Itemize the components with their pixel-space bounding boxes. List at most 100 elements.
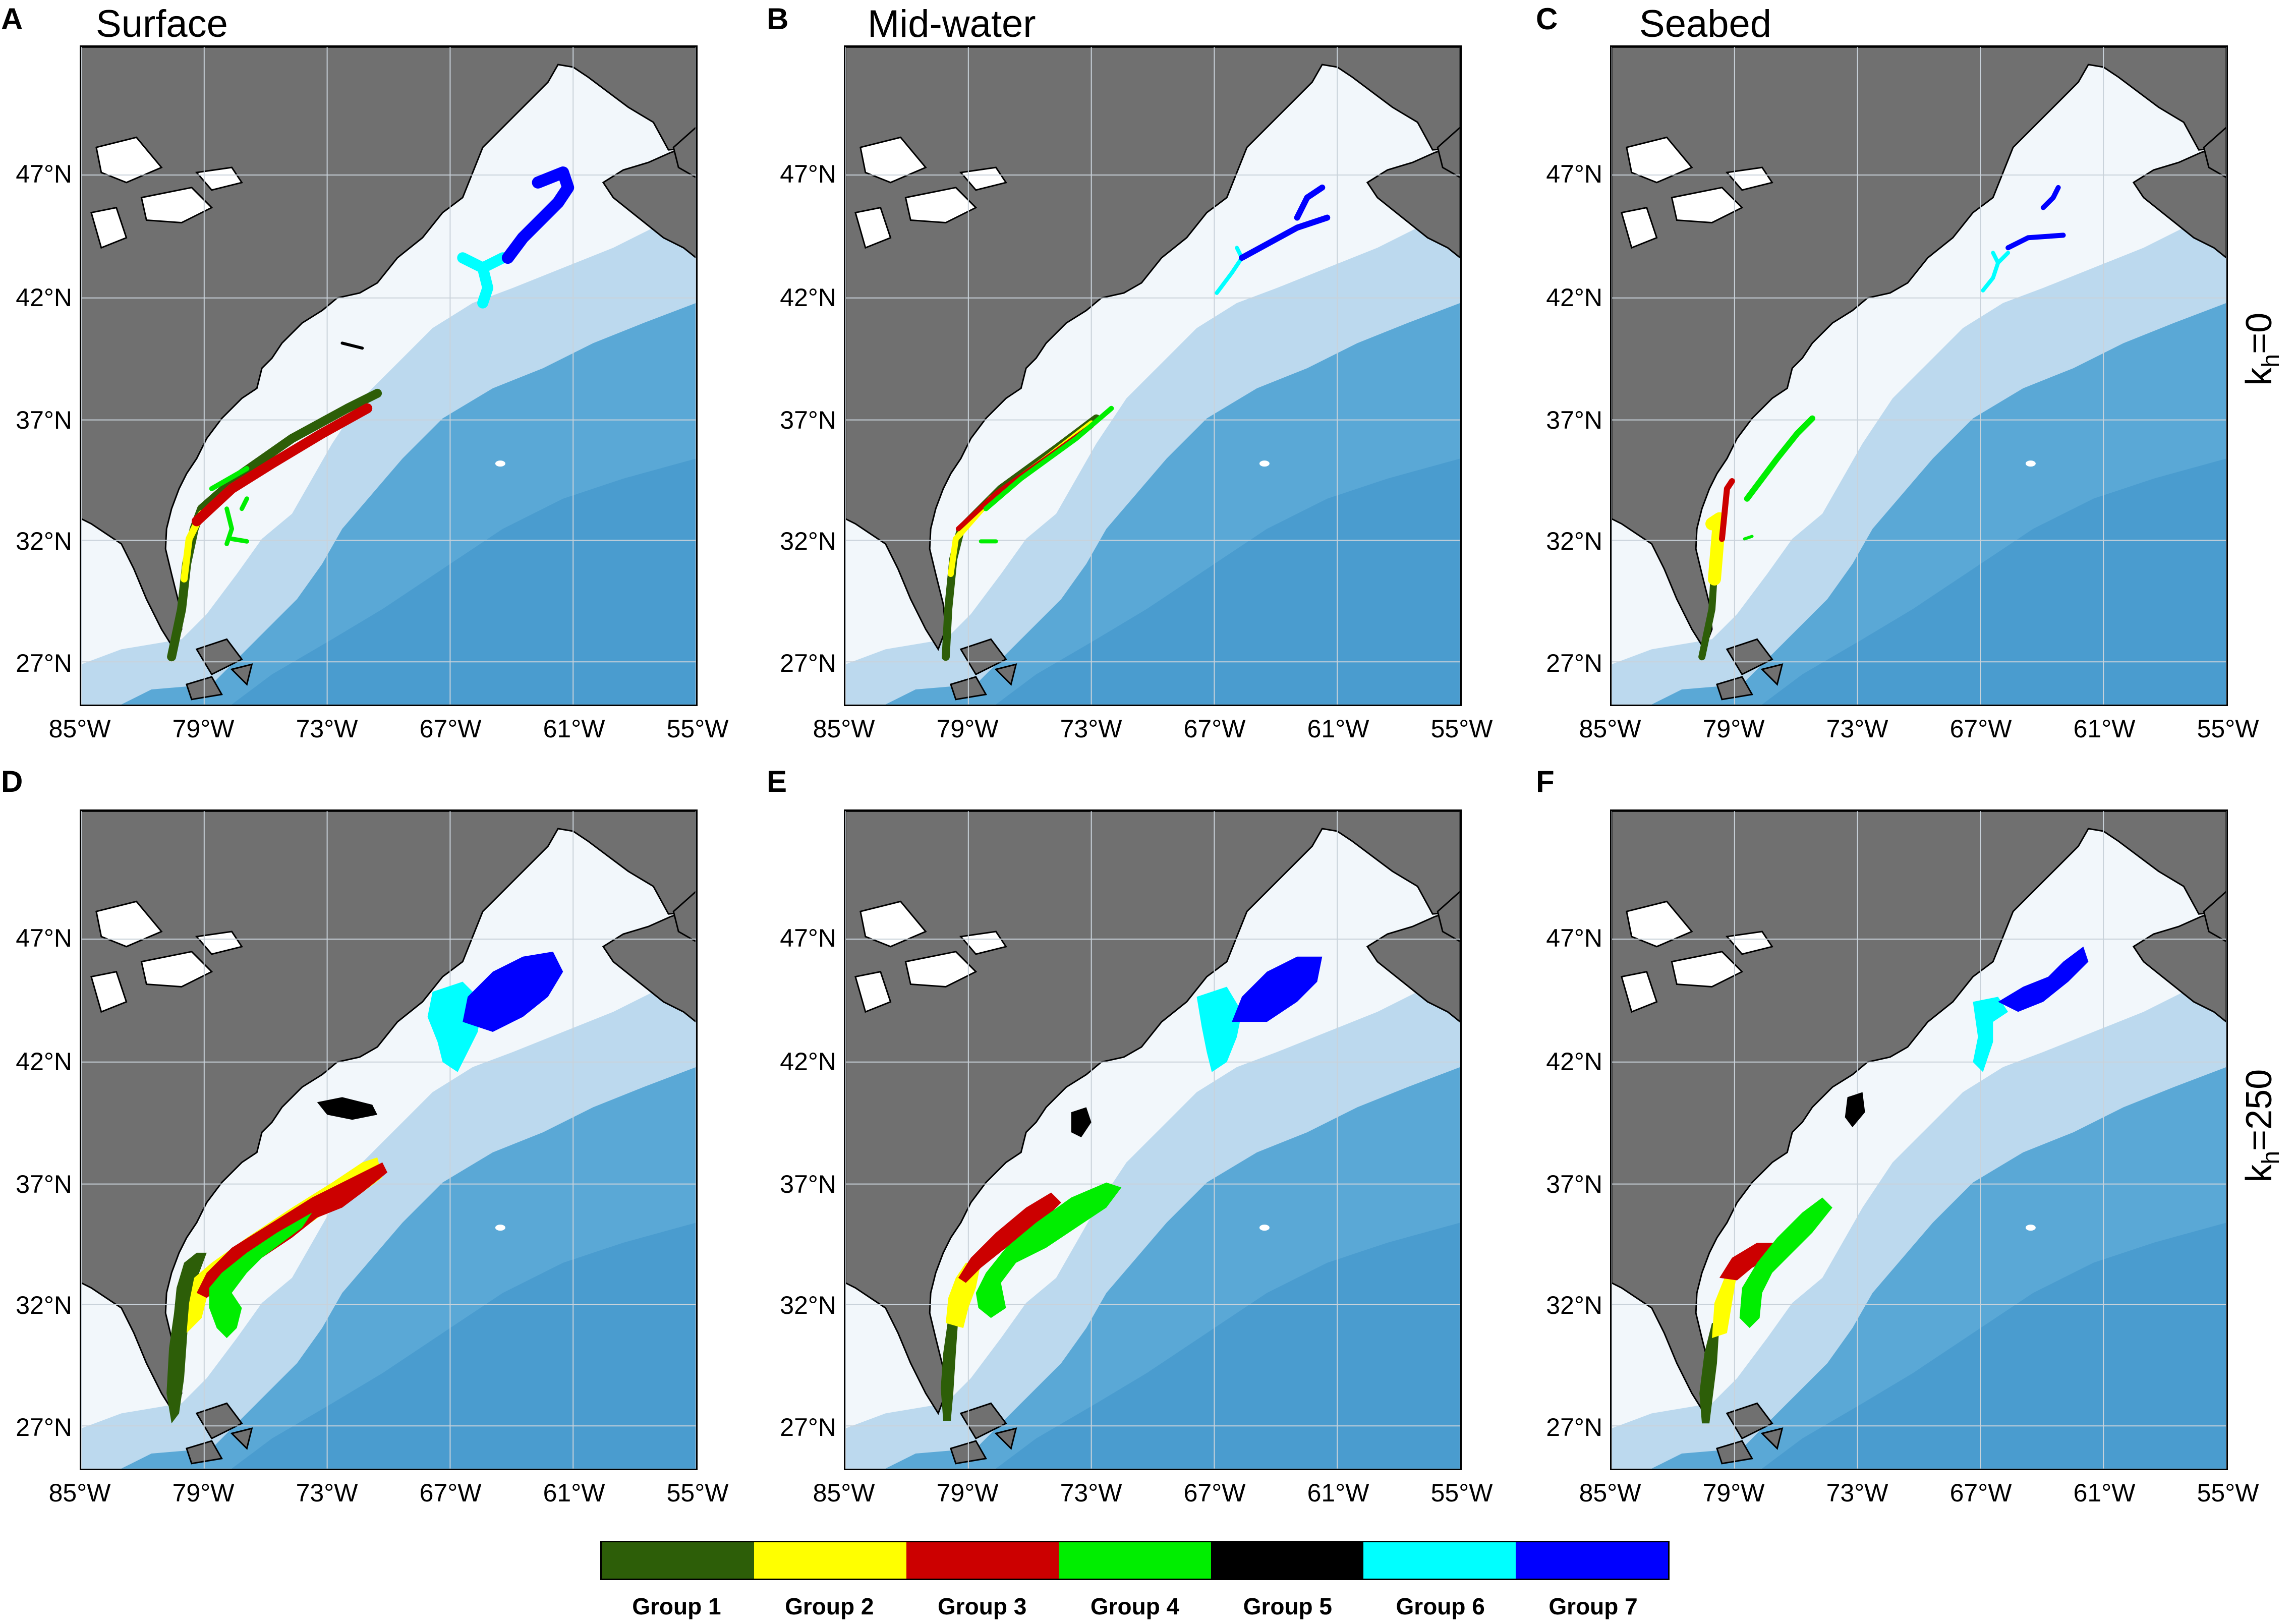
legend-label: Group 3 xyxy=(937,1593,1027,1619)
lake xyxy=(195,166,243,191)
lon-tick-label: 55°W xyxy=(1430,1479,1493,1507)
map-panel-f xyxy=(1610,809,2228,1470)
lon-tick-label: 73°W xyxy=(1060,1479,1122,1507)
bermuda-marker xyxy=(1259,1225,1270,1231)
newfoundland xyxy=(1437,890,1460,943)
bermuda-marker xyxy=(2025,1225,2036,1231)
lat-tick-label: 42°N xyxy=(1546,1048,1602,1076)
lon-tick-label: 55°W xyxy=(666,715,729,743)
group-2-plume xyxy=(1712,1272,1737,1339)
map-panel-a xyxy=(80,45,698,706)
lake xyxy=(90,206,128,249)
map-e xyxy=(845,811,1460,1469)
lake xyxy=(854,970,892,1013)
lon-tick-label: 67°W xyxy=(419,715,482,743)
newfoundland xyxy=(672,126,696,179)
group-7-plume xyxy=(1232,956,1323,1022)
lon-tick-label: 67°W xyxy=(1183,715,1246,743)
lat-tick-label: 32°N xyxy=(16,1291,72,1319)
abyssal-water xyxy=(232,458,696,705)
lat-tick-label: 27°N xyxy=(16,649,72,677)
abyssal-water xyxy=(996,458,1460,705)
map-d xyxy=(81,811,696,1469)
bermuda-marker xyxy=(495,460,505,467)
lake xyxy=(904,951,978,988)
bahamas-island xyxy=(195,638,243,676)
map-panel-e xyxy=(844,809,1462,1470)
group-4-plume xyxy=(1739,1197,1832,1328)
lon-tick-label: 61°W xyxy=(2073,715,2136,743)
lat-tick-label: 37°N xyxy=(780,406,836,434)
group-4-track xyxy=(209,466,250,491)
lon-tick-label: 79°W xyxy=(936,715,999,743)
group-4-track xyxy=(224,496,249,546)
lat-tick-label: 42°N xyxy=(780,283,836,312)
group-1-plume xyxy=(941,1318,958,1421)
bahamas-island xyxy=(230,663,253,686)
lake xyxy=(1621,970,1658,1013)
legend-swatch xyxy=(906,1542,1059,1579)
group-7-track xyxy=(2005,185,2066,251)
legend-swatch xyxy=(1059,1542,1211,1579)
legend-label: Group 1 xyxy=(632,1593,721,1619)
lon-tick-label: 67°W xyxy=(1949,715,2012,743)
lake xyxy=(1671,951,1744,988)
newfoundland xyxy=(672,890,696,943)
lon-tick-label: 79°W xyxy=(1702,1479,1765,1507)
lat-tick-label: 37°N xyxy=(16,406,72,434)
lat-tick-label: 32°N xyxy=(1546,527,1602,555)
legend-label: Group 4 xyxy=(1090,1593,1180,1619)
map-b xyxy=(845,47,1460,705)
lon-tick-label: 61°W xyxy=(1307,715,1369,743)
bahamas-island xyxy=(195,1402,243,1440)
bahamas-island xyxy=(1760,1427,1784,1450)
group-5-plume xyxy=(317,1097,378,1120)
group-2-track xyxy=(1705,512,1726,586)
abyssal-water xyxy=(232,1223,696,1469)
lat-tick-label: 27°N xyxy=(780,1413,836,1441)
lon-tick-label: 61°W xyxy=(2073,1479,2136,1507)
bahamas-island xyxy=(959,638,1007,676)
group-1-plume xyxy=(166,1252,207,1424)
group-5-track xyxy=(340,341,364,350)
legend-label: Group 5 xyxy=(1243,1593,1333,1619)
group-6-plume xyxy=(1196,987,1242,1072)
abyssal-water xyxy=(996,1223,1460,1469)
group-6-track xyxy=(457,252,508,309)
group-6-plume xyxy=(1973,997,2009,1072)
lat-tick-label: 27°N xyxy=(1546,649,1602,677)
map-panel-c xyxy=(1610,45,2228,706)
lake xyxy=(959,166,1007,191)
lon-tick-label: 67°W xyxy=(1949,1479,2012,1507)
bahamas-island xyxy=(1726,1402,1773,1440)
newfoundland xyxy=(2203,126,2226,179)
lake xyxy=(195,931,243,955)
lake xyxy=(904,187,978,224)
lat-tick-label: 42°N xyxy=(1546,283,1602,312)
group-4-track xyxy=(983,405,1114,511)
panel-letter-c: C xyxy=(1536,2,1558,36)
lon-tick-label: 61°W xyxy=(543,715,605,743)
lat-tick-label: 47°N xyxy=(1546,924,1602,952)
lon-tick-label: 73°W xyxy=(296,715,358,743)
row-label-kh250: kh=250 xyxy=(2239,1069,2285,1183)
lon-tick-label: 85°W xyxy=(813,1479,875,1507)
lon-tick-label: 67°W xyxy=(419,1479,482,1507)
newfoundland xyxy=(1437,126,1460,179)
lon-tick-label: 55°W xyxy=(2197,1479,2259,1507)
lake xyxy=(1671,187,1744,224)
legend-swatch xyxy=(1516,1542,1668,1579)
group-3-track xyxy=(1718,478,1735,542)
lon-tick-label: 55°W xyxy=(1430,715,1493,743)
bahamas-island xyxy=(230,1427,253,1450)
panel-letter-b: B xyxy=(767,2,789,36)
panel-letter-d: D xyxy=(1,765,23,798)
lon-tick-label: 73°W xyxy=(1060,715,1122,743)
map-c xyxy=(1612,47,2226,705)
map-a xyxy=(81,47,696,705)
lon-tick-label: 79°W xyxy=(172,715,235,743)
lat-tick-label: 27°N xyxy=(1546,1413,1602,1441)
lon-tick-label: 85°W xyxy=(1579,715,1641,743)
lon-tick-label: 85°W xyxy=(48,1479,111,1507)
bermuda-marker xyxy=(2025,460,2036,467)
